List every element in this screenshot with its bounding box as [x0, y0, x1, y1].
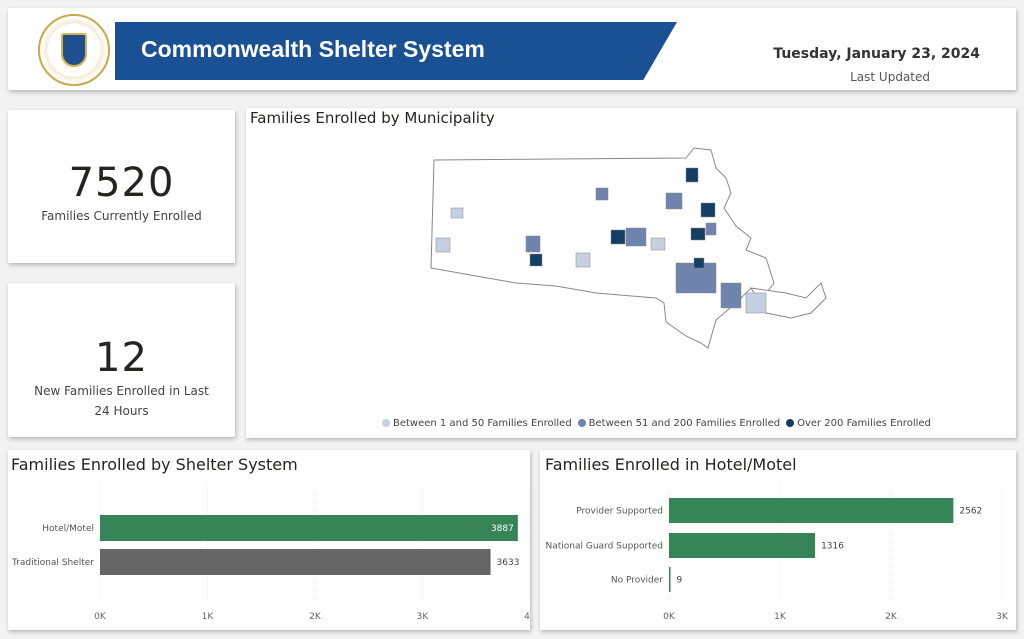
x-tick-label: 2K — [309, 612, 322, 622]
town-shaded — [720, 282, 742, 309]
cape-cod — [750, 282, 827, 319]
kpi-label: New Families Enrolled in Last 24 Hours — [34, 384, 209, 418]
kpi-card-new-families: 12 New Families Enrolled in Last 24 Hour… — [8, 283, 235, 437]
town-shaded — [693, 257, 705, 269]
x-tick-label: 1K — [202, 612, 215, 622]
town-shaded — [700, 202, 716, 218]
data-label: 9 — [677, 576, 683, 586]
data-label: 1316 — [821, 542, 844, 552]
data-label: 3887 — [491, 524, 514, 534]
map-legend: Between 1 and 50 Families Enrolled Betwe… — [382, 418, 931, 429]
legend-item: Over 200 Families Enrolled — [786, 418, 931, 429]
town-shaded — [665, 192, 683, 210]
municipality-map-card: Families Enrolled by Municipality Betwee… — [246, 108, 1016, 438]
town-shaded — [525, 235, 541, 253]
legend-item: Between 1 and 50 Families Enrolled — [382, 418, 572, 429]
title-banner — [115, 22, 677, 80]
legend-label: Between 1 and 50 Families Enrolled — [393, 418, 572, 429]
kpi-card-currently-enrolled: 7520 Families Currently Enrolled — [8, 110, 235, 263]
category-label: National Guard Supported — [545, 542, 663, 552]
legend-dot-icon — [786, 419, 795, 427]
legend-item: Between 51 and 200 Families Enrolled — [577, 418, 781, 429]
massachusetts-map[interactable] — [246, 108, 1016, 408]
category-label: Traditional Shelter — [11, 558, 94, 568]
legend-label: Between 51 and 200 Families Enrolled — [588, 418, 781, 429]
town-shaded — [595, 187, 609, 201]
last-updated-date: Tuesday, January 23, 2024 — [773, 46, 980, 62]
town-shaded — [705, 222, 717, 236]
hotel-motel-bar-chart: 0K 1K 2K 3K Provider Supported 2562 National G… — [545, 485, 1009, 622]
town-shaded — [685, 167, 699, 183]
category-label: Hotel/Motel — [42, 524, 94, 534]
x-tick-label: 3K — [417, 612, 430, 622]
category-label: Provider Supported — [576, 507, 663, 517]
page-title: Commonwealth Shelter System — [141, 36, 485, 62]
x-tick-label: 3K — [996, 612, 1009, 622]
x-tick-label: 0K — [663, 612, 676, 622]
chart-title: Families Enrolled in Hotel/Motel — [545, 455, 797, 474]
x-tick-label: 4K — [524, 612, 530, 622]
data-label: 2562 — [959, 507, 982, 517]
x-tick-label: 2K — [885, 612, 898, 622]
shelter-system-chart-card: Families Enrolled by Shelter System 0K 1K… — [8, 450, 530, 630]
state-outline — [430, 147, 775, 349]
town-shaded — [435, 237, 451, 253]
town-shaded — [650, 237, 666, 251]
x-tick-label: 0K — [94, 612, 107, 622]
massachusetts-seal-logo — [38, 14, 110, 86]
map-title: Families Enrolled by Municipality — [250, 109, 495, 127]
chart-title: Families Enrolled by Shelter System — [11, 455, 298, 474]
bar — [100, 515, 518, 541]
kpi-label: Families Currently Enrolled — [41, 209, 202, 223]
x-tick-label: 1K — [774, 612, 787, 622]
town-shaded — [450, 207, 464, 219]
header: Commonwealth Shelter System Tuesday, Jan… — [8, 8, 1016, 90]
kpi-value: 12 — [95, 335, 148, 381]
town-shaded — [610, 229, 626, 245]
town-shaded — [745, 292, 767, 314]
bar — [669, 498, 954, 523]
legend-label: Over 200 Families Enrolled — [797, 418, 931, 429]
legend-dot-icon — [577, 419, 586, 427]
shelter-system-bar-chart: 0K 1K 2K 3K 4K Hotel/Motel 3887 Traditional She… — [11, 485, 530, 622]
hotel-motel-chart-card: Families Enrolled in Hotel/Motel 0K 1K 2K 3… — [540, 450, 1016, 630]
town-shaded — [529, 253, 543, 267]
last-updated-label: Last Updated — [850, 70, 930, 84]
bar — [100, 549, 491, 575]
kpi-value: 7520 — [68, 160, 175, 206]
bar — [669, 567, 671, 592]
category-label: No Provider — [611, 576, 663, 586]
town-shaded — [575, 252, 591, 268]
town-shaded — [690, 227, 706, 241]
data-label: 3633 — [497, 558, 520, 568]
town-shaded — [625, 227, 647, 247]
legend-dot-icon — [382, 419, 390, 427]
bar — [669, 533, 816, 558]
